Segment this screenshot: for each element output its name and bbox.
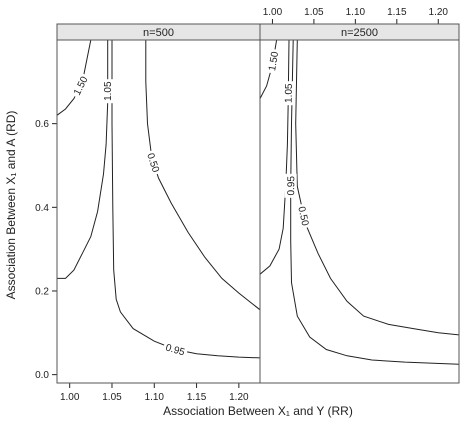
contour-label-group: 1.05 bbox=[101, 79, 114, 104]
contour-label-bg bbox=[295, 202, 313, 230]
panel-strip-label: n=500 bbox=[143, 27, 174, 39]
y-axis-title: Association Between X₁ and A (RD) bbox=[4, 111, 18, 300]
contour-label-group: 0.50 bbox=[295, 202, 313, 230]
y-tick-label: 0.0 bbox=[35, 370, 49, 381]
x-tick-label: 1.10 bbox=[145, 392, 165, 403]
contour-label: 1.50 bbox=[267, 50, 281, 71]
contour-label-group: 1.05 bbox=[282, 81, 295, 106]
panel-2: n=2500 1.50 1.05 0.50 0.95 bbox=[259, 23, 460, 384]
y-axis: 0.0 0.2 0.4 0.6 bbox=[35, 119, 57, 381]
x-axis-bottom: 1.00 1.05 1.10 1.15 1.20 bbox=[60, 383, 249, 403]
contour-label-bg bbox=[144, 149, 163, 176]
contour-label-group: 0.95 bbox=[284, 173, 297, 198]
contour-label-bg bbox=[69, 72, 92, 100]
x-tick-label-top: 1.20 bbox=[429, 7, 449, 18]
panel-border bbox=[259, 39, 460, 384]
contour-line-1-05 bbox=[260, 40, 290, 275]
contour-label: 0.50 bbox=[144, 152, 161, 174]
contour-line-1-05 bbox=[57, 40, 109, 279]
contour-label-bg bbox=[162, 340, 189, 359]
contour-line-0-95 bbox=[111, 40, 260, 359]
panel-1: n=500 1.50 1.05 0.50 0.95 bbox=[56, 23, 261, 384]
y-tick-label: 0.4 bbox=[35, 203, 49, 214]
x-tick-label-top: 1.05 bbox=[304, 7, 324, 18]
contour-label-group: 1.50 bbox=[265, 48, 281, 75]
x-tick-label-top: 1.15 bbox=[387, 7, 407, 18]
x-tick-label-top: 1.10 bbox=[346, 7, 366, 18]
y-tick-label: 0.6 bbox=[35, 119, 49, 130]
panel-border bbox=[56, 39, 261, 384]
contour-label-bg bbox=[101, 79, 114, 104]
panel-strip-label: n=2500 bbox=[341, 27, 378, 39]
contour-label-bg bbox=[284, 173, 297, 198]
contour-label: 0.50 bbox=[295, 206, 310, 228]
contour-line-0-95 bbox=[290, 40, 459, 365]
contour-line-0-50 bbox=[145, 40, 260, 311]
y-tick-label: 0.2 bbox=[35, 286, 49, 297]
x-axis-title: Association Between X₁ and Y (RR) bbox=[163, 404, 353, 418]
contour-label: 0.95 bbox=[286, 176, 297, 196]
x-tick-label-top: 1.00 bbox=[263, 7, 283, 18]
contour-label-bg bbox=[265, 48, 281, 75]
x-tick-label: 1.15 bbox=[187, 392, 207, 403]
contours bbox=[57, 40, 260, 359]
panels: n=500 1.50 1.05 0.50 0.95 n=2500 1.50 1.05 0.50 0… bbox=[56, 23, 460, 384]
contour-label-bg bbox=[282, 81, 295, 106]
x-axis-top: 1.00 1.05 1.10 1.15 1.20 bbox=[263, 7, 449, 24]
contour-line-0-50 bbox=[295, 40, 459, 336]
contour-label: 1.05 bbox=[103, 81, 114, 101]
contour-label: 1.05 bbox=[284, 83, 295, 103]
x-tick-label: 1.20 bbox=[229, 392, 249, 403]
x-tick-label: 1.00 bbox=[60, 392, 80, 403]
x-tick-label: 1.05 bbox=[102, 392, 122, 403]
contour-label-group: 0.50 bbox=[144, 149, 163, 176]
contour-label-group: 0.95 bbox=[162, 340, 189, 359]
contour-label: 0.95 bbox=[164, 342, 186, 358]
contour-label-group: 1.50 bbox=[69, 72, 92, 100]
